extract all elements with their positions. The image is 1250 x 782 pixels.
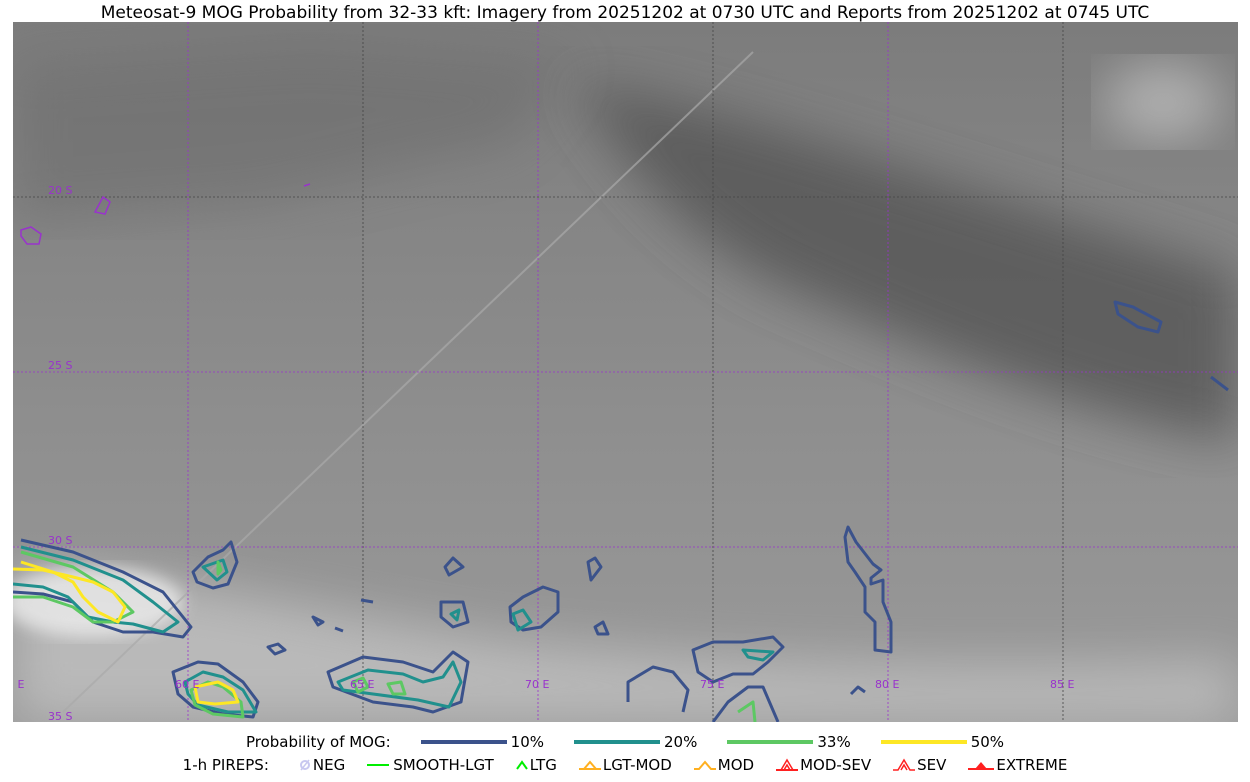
swatch-10 xyxy=(420,740,507,744)
lon-label: 70 E xyxy=(525,678,549,691)
lon-label: 85 E xyxy=(1050,678,1074,691)
cloud-south xyxy=(13,562,1238,722)
dry-band xyxy=(573,82,1238,442)
lat-label: 25 S xyxy=(48,359,72,372)
pirep-label: EXTREME xyxy=(996,756,1068,774)
caret-icon xyxy=(515,760,528,770)
pirep-label: MOD-SEV xyxy=(800,756,872,774)
lon-label: 80 E xyxy=(875,678,899,691)
pirep-label: NEG xyxy=(312,756,346,774)
lon-label: 65 E xyxy=(350,678,374,691)
pirep-label: LTG xyxy=(529,756,557,774)
dry-band-upper xyxy=(13,42,573,222)
cloud-west xyxy=(13,567,183,637)
probability-legend: Probability of MOG: 10% 20% 33% 50% xyxy=(0,733,1250,751)
neg-circle-icon xyxy=(299,759,310,771)
lon-label: 60 E xyxy=(175,678,199,691)
double-caret-bar-icon xyxy=(776,758,799,771)
coastlines xyxy=(20,183,311,245)
lon-label: 55 E xyxy=(13,678,24,691)
grid xyxy=(13,22,1238,722)
lat-label: 20 S xyxy=(48,184,72,197)
pirep-label: LGT-MOD xyxy=(602,756,672,774)
double-caret-icon xyxy=(893,758,916,771)
lon-label: 75 E xyxy=(700,678,724,691)
cloud-ne xyxy=(1103,62,1223,142)
probability-legend-label: Probability of MOG: xyxy=(245,733,391,751)
mog-contours xyxy=(13,300,1229,722)
lat-labels: 20 S 25 S 30 S 35 S xyxy=(48,184,72,722)
level-label: 20% xyxy=(664,733,698,751)
pirep-legend: 1-h PIREPS: NEG SMOOTH-LGT LTG LGT-MOD M… xyxy=(0,756,1250,774)
swatch-50 xyxy=(880,740,967,744)
lon-labels: 55 E 60 E 65 E 70 E 75 E 80 E 85 E xyxy=(13,678,1074,691)
level-label: 33% xyxy=(817,733,851,751)
filled-triangle-icon xyxy=(968,762,995,770)
caret-bar-icon xyxy=(578,760,601,770)
pirep-legend-label: 1-h PIREPS: xyxy=(182,756,269,774)
pirep-label: SEV xyxy=(917,756,947,774)
satellite-map: 20 S 25 S 30 S 35 S 55 E 60 E 65 E 70 E … xyxy=(13,22,1238,722)
line-icon xyxy=(367,764,390,766)
chart-title: Meteosat-9 MOG Probability from 32-33 kf… xyxy=(100,3,1150,23)
level-label: 50% xyxy=(970,733,1005,751)
lat-label: 35 S xyxy=(48,710,72,722)
swatch-33 xyxy=(727,740,814,744)
level-label: 10% xyxy=(510,733,545,751)
caret-icon xyxy=(693,760,716,770)
pirep-label: SMOOTH-LGT xyxy=(393,756,494,774)
swatch-20 xyxy=(574,740,661,744)
contrail xyxy=(62,51,754,713)
lat-label: 30 S xyxy=(48,534,72,547)
pirep-label: MOD xyxy=(717,756,755,774)
